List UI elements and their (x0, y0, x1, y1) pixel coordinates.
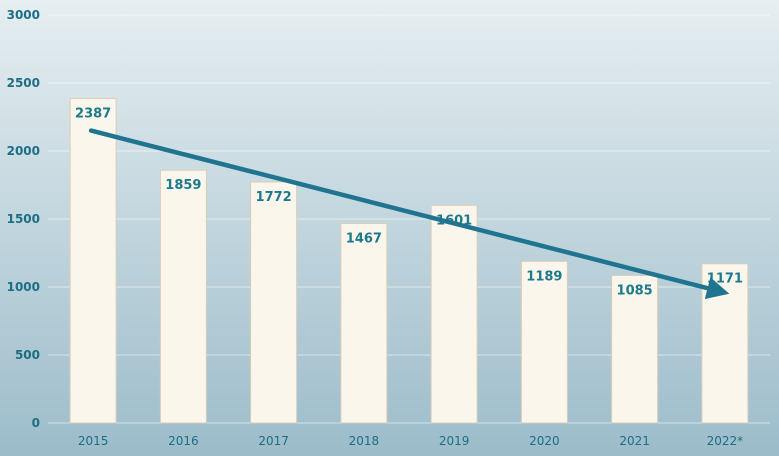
data-label: 1772 (256, 190, 292, 205)
y-tick-label: 2500 (7, 76, 40, 90)
data-label: 1467 (346, 231, 382, 246)
data-label: 1085 (617, 283, 653, 298)
y-tick-label: 500 (15, 348, 40, 362)
x-axis: 2015 2016 2017 2018 2019 2020 2021 2022* (78, 434, 743, 448)
x-tick-label: 2015 (78, 434, 109, 448)
bar (159, 169, 207, 424)
y-tick-label: 2000 (7, 144, 40, 158)
annotations (88, 128, 730, 300)
data-label: 1171 (707, 272, 743, 287)
x-tick-label: 2022* (707, 434, 744, 448)
bars (69, 97, 749, 424)
y-axis: 0 500 1000 1500 2000 2500 3000 (7, 8, 40, 430)
trend-arrow (88, 128, 730, 300)
data-label: 2387 (75, 106, 111, 121)
y-tick-label: 1500 (7, 212, 40, 226)
bar (69, 97, 117, 424)
bar (250, 181, 298, 424)
x-tick-label: 2019 (439, 434, 470, 448)
bar (340, 222, 388, 424)
data-label: 1189 (526, 269, 562, 284)
x-tick-label: 2018 (349, 434, 380, 448)
bar (520, 260, 568, 424)
y-tick-label: 0 (32, 416, 40, 430)
x-tick-label: 2017 (258, 434, 289, 448)
data-label: 1859 (165, 178, 201, 193)
y-tick-label: 3000 (7, 8, 40, 22)
x-tick-label: 2020 (529, 434, 560, 448)
x-tick-label: 2016 (168, 434, 199, 448)
bar (611, 274, 659, 424)
bar (430, 204, 478, 424)
y-tick-label: 1000 (7, 280, 40, 294)
x-tick-label: 2021 (619, 434, 650, 448)
